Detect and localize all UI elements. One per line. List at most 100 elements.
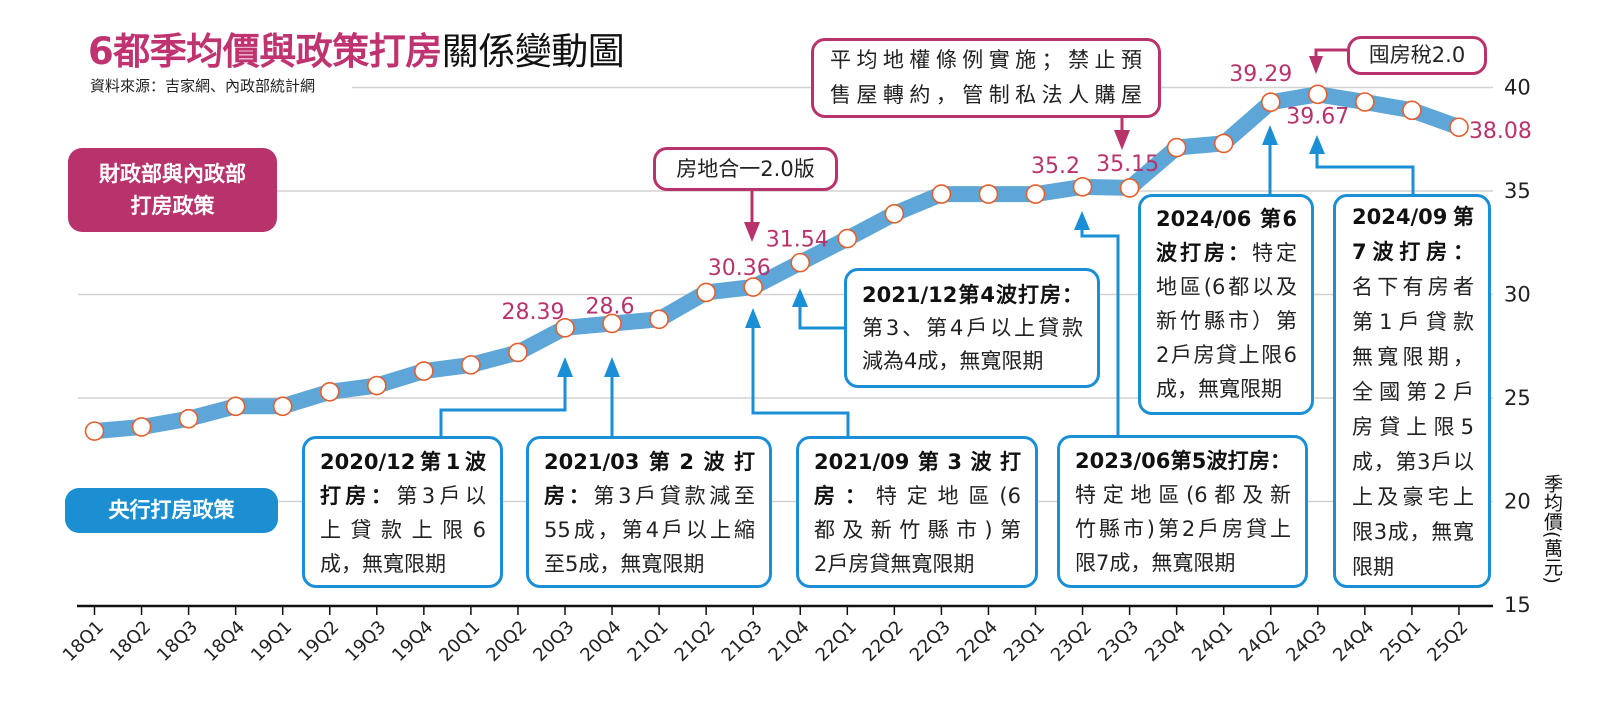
x-tick-label: 20Q1 <box>435 617 484 666</box>
annotation-heading: 7波打房： <box>1352 240 1474 264</box>
annotation-line: 2戶房貸上限6 <box>1156 338 1297 372</box>
connector-wave-5 <box>1080 228 1120 435</box>
x-tick-label: 21Q2 <box>671 617 720 666</box>
annotation-text: 都及新竹縣市)第 <box>814 518 1021 542</box>
annotation-text: 第3戶貸款減至 <box>593 484 755 508</box>
cbc-annotation-wave-6: 2024/06 第6 波打房：特定 地區(6都以及 新竹縣市）第 2戶房貸上限6 成，無寬… <box>1138 194 1314 415</box>
x-tick-label: 22Q3 <box>906 617 955 666</box>
x-tick-label: 23Q3 <box>1094 617 1143 666</box>
x-tick-label: 21Q1 <box>623 617 672 666</box>
annotation-line: 55成，第4戶以上縮 <box>544 513 755 547</box>
x-tick-label: 20Q2 <box>482 617 531 666</box>
data-source: 資料來源：吉家網、內政部統計網 <box>90 77 316 95</box>
data-point <box>1402 100 1422 121</box>
annotation-line: 房：第3戶貸款減至 <box>544 479 755 513</box>
annotation-text: 限7成，無寬限期 <box>1075 551 1236 575</box>
annotation-heading: 房： <box>544 484 594 508</box>
data-label: 28.6 <box>586 294 635 319</box>
data-point <box>84 421 105 441</box>
cbc-annotation-wave-7: 2024/09第 7波打房： 名下有房者 第1戶貸款 無寬限期， 全國第2戶 房貸上限5 成，… <box>1333 194 1491 588</box>
finance-arrowheads <box>744 56 1323 242</box>
annotation-heading: 2021/09第3波打 <box>814 450 1021 474</box>
page-title: 6都季均價與政策打房關係變動圖 <box>88 30 625 74</box>
annotation-line: 平均地權條例實施；禁止預 <box>830 48 1142 72</box>
annotation-text: 減為4成，無寬限期 <box>862 349 1044 373</box>
data-point <box>1072 177 1093 197</box>
data-point <box>790 252 811 273</box>
data-label: 35.2 <box>1031 154 1080 179</box>
annotation-heading: 打房： <box>320 484 397 508</box>
annotation-text: 新竹縣市）第 <box>1156 309 1297 333</box>
annotation-text: 2戶房貸上限6 <box>1156 343 1297 367</box>
cbc-annotation-wave-1: 2020/12第1波 打房：第3戶以 上貸款上限6 成，無寬限期 <box>302 436 503 588</box>
annotation-line: 售屋轉約，管制私法人購屋 <box>830 83 1142 107</box>
data-point <box>1119 178 1140 198</box>
connector-wave-3 <box>751 326 850 436</box>
data-point <box>884 203 905 224</box>
data-label: 28.39 <box>502 300 565 325</box>
y-tick-label: 20 <box>1504 490 1531 514</box>
connector-wave-7 <box>1315 152 1415 194</box>
annotation-heading: 波打房： <box>1156 241 1252 265</box>
data-point <box>602 313 622 334</box>
y-tick-label: 30 <box>1504 283 1531 307</box>
annotation-line: 2021/12第4波打房： <box>862 279 1083 312</box>
annotation-heading: 2024/09第 <box>1352 205 1474 229</box>
x-tick-label: 24Q1 <box>1188 617 1237 666</box>
x-tick-label: 22Q4 <box>953 617 1002 666</box>
finance-annotation-equalization-act: 平均地權條例實施；禁止預 售屋轉約，管制私法人購屋 <box>811 38 1161 118</box>
data-point <box>1213 133 1234 154</box>
annotation-text: 特定地區(6都及新 <box>1075 483 1291 507</box>
data-point <box>461 355 481 375</box>
annotation-line: 竹縣市)第2戶房貸上 <box>1075 512 1291 546</box>
annotation-text: 竹縣市)第2戶房貸上 <box>1075 517 1291 541</box>
arrow-down-icon <box>1114 130 1130 150</box>
finance-annotation-hoarding-tax: 囤房稅2.0 <box>1347 36 1487 75</box>
annotation-line: 成，無寬限期 <box>1156 372 1297 406</box>
x-tick-label: 23Q2 <box>1047 617 1096 666</box>
cbc-connectors <box>439 143 1415 436</box>
x-tick-label: 21Q3 <box>718 617 767 666</box>
data-point <box>1025 184 1046 204</box>
x-tick-label: 24Q3 <box>1282 617 1331 666</box>
arrow-up-icon <box>557 357 573 377</box>
y-tick-label: 15 <box>1504 593 1531 617</box>
data-point <box>1260 92 1281 112</box>
x-tick-label: 18Q2 <box>106 617 155 666</box>
data-point <box>272 396 293 417</box>
cbc-annotation-wave-3: 2021/09第3波打 房：特定地區(6 都及新竹縣市)第 2戶房貸無寬限期 <box>796 436 1038 588</box>
annotation-line: 無寬限期， <box>1352 340 1474 375</box>
data-point <box>555 318 575 338</box>
x-tick-label: 19Q1 <box>247 617 296 666</box>
arrow-up-icon <box>792 288 808 307</box>
finance-connectors <box>750 48 1347 224</box>
annotation-text: 特定地區(6 <box>875 484 1021 508</box>
title-highlight: 6都季均價與政策打房 <box>88 30 442 73</box>
annotation-text: 地區(6都以及 <box>1156 275 1297 299</box>
data-point <box>743 277 764 297</box>
data-point <box>508 342 528 363</box>
arrow-up-icon <box>1262 125 1278 145</box>
x-tick-label: 25Q2 <box>1423 617 1472 666</box>
annotation-line: 限3成，無寬 <box>1352 515 1474 550</box>
annotation-line: 打房：第3戶以 <box>320 479 486 513</box>
annotation-text: 特定 <box>1252 241 1297 265</box>
annotation-line: 減為4成，無寬限期 <box>862 345 1083 378</box>
annotation-line: 地區(6都以及 <box>1156 270 1297 304</box>
annotation-text: 上貸款上限6 <box>320 518 486 542</box>
data-point <box>649 309 669 330</box>
x-tick-label: 22Q1 <box>812 617 861 666</box>
cbc-arrowheads <box>557 125 1325 377</box>
data-point <box>131 417 152 437</box>
annotation-text: 第1戶貸款 <box>1352 310 1474 334</box>
cbc-annotation-wave-5: 2023/06第5波打房： 特定地區(6都及新 竹縣市)第2戶房貸上 限7成，無寬限期 <box>1057 435 1308 588</box>
x-tick-label: 19Q4 <box>388 617 437 666</box>
annotation-text: 2戶房貸無寬限期 <box>814 552 975 576</box>
annotation-text: 成，無寬限期 <box>1156 377 1282 401</box>
legend-central-bank-policy: 央行打房政策 <box>65 488 278 533</box>
annotation-line: 2023/06第5波打房： <box>1075 444 1291 478</box>
x-tick-label: 20Q4 <box>576 617 625 666</box>
data-point <box>414 361 434 381</box>
annotation-text: 限3成，無寬 <box>1352 520 1474 544</box>
y-axis-title: 季均價(萬元) <box>1541 474 1563 584</box>
